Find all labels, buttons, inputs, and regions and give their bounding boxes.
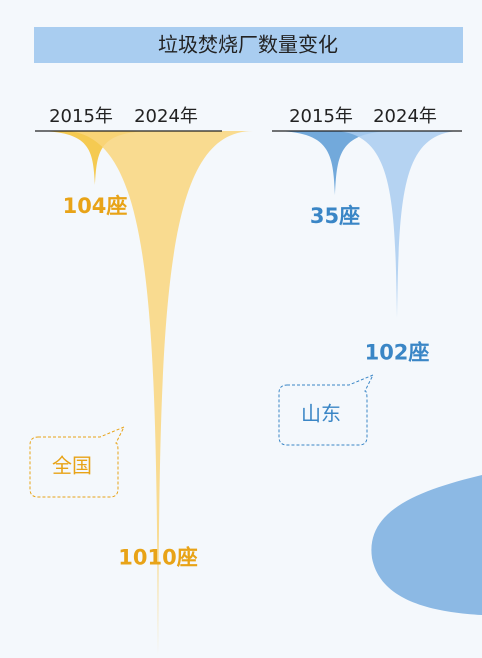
decor-blob bbox=[371, 475, 482, 615]
category-label: 2015年 bbox=[49, 106, 113, 127]
category-label: 2024年 bbox=[134, 106, 198, 127]
spike bbox=[63, 131, 253, 655]
region-label: 全国 bbox=[52, 454, 92, 478]
title-bar bbox=[34, 27, 463, 63]
category-label: 2015年 bbox=[289, 106, 353, 127]
spike bbox=[272, 131, 398, 196]
value-label: 35座 bbox=[310, 204, 360, 228]
category-label: 2024年 bbox=[373, 106, 437, 127]
value-label: 102座 bbox=[365, 341, 430, 365]
spike bbox=[332, 131, 462, 318]
region-label: 山东 bbox=[301, 402, 341, 426]
title: 垃圾焚烧厂数量变化 bbox=[158, 33, 338, 57]
callout-bubble bbox=[29, 426, 126, 498]
value-label: 104座 bbox=[63, 194, 128, 218]
value-label: 1010座 bbox=[118, 545, 197, 569]
callout-bubble bbox=[278, 374, 375, 446]
spike bbox=[35, 131, 155, 185]
